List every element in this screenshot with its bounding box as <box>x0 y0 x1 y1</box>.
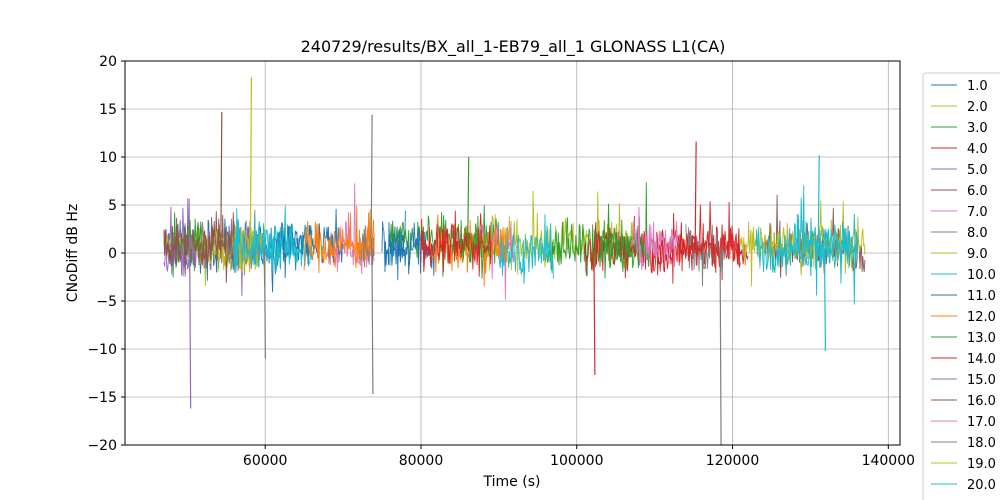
legend-entry-label: 1.0 <box>967 79 988 94</box>
legend-entry-label: 15.0 <box>967 373 996 388</box>
legend-box <box>922 72 1000 500</box>
legend-entry-label: 8.0 <box>967 226 988 241</box>
y-tick-label: 5 <box>108 198 117 214</box>
y-tick-label: −15 <box>87 390 117 406</box>
spike-4.0 <box>694 141 697 249</box>
legend-entry-label: 5.0 <box>967 163 988 178</box>
x-tick-label: 60000 <box>243 453 288 469</box>
y-tick-label: −20 <box>87 438 117 454</box>
x-tick-label: 80000 <box>399 453 444 469</box>
series-line-14.0 <box>420 210 492 277</box>
spike-9.0 <box>249 77 253 249</box>
y-tick-label: 15 <box>99 102 117 118</box>
legend-entry-label: 14.0 <box>967 352 996 367</box>
series-line-16.0 <box>163 217 235 283</box>
y-tick-label: −5 <box>96 294 117 310</box>
spike-18.0 <box>263 248 267 359</box>
series-line-20.0 <box>233 205 297 273</box>
legend: 1.0 2.0 3.0 4.0 5.0 6.0 7.0 8.0 9.0 10.0 11.0 12.0 1… <box>922 72 1000 500</box>
spike-6.0 <box>220 111 223 249</box>
legend-entry-label: 3.0 <box>967 121 988 136</box>
legend-entry-label: 9.0 <box>967 247 988 262</box>
legend-entry-label: 6.0 <box>967 184 988 199</box>
legend-entry-label: 13.0 <box>967 331 996 346</box>
legend-entry-label: 4.0 <box>967 142 988 157</box>
y-tick-label: −10 <box>87 342 117 358</box>
legend-entry-label: 2.0 <box>967 100 988 115</box>
legend-entry-label: 17.0 <box>967 415 996 430</box>
series-line-10.0 <box>249 223 313 270</box>
legend-entry-label: 18.0 <box>967 436 996 451</box>
legend-entry-label: 12.0 <box>967 310 996 325</box>
series-line-17.0 <box>630 206 679 271</box>
y-axis: −20 −15 −10 −5 0 5 10 15 20 <box>87 54 125 454</box>
legend-entry-label: 16.0 <box>967 394 996 409</box>
x-tick-label: 120000 <box>706 453 759 469</box>
chart-title: 240729/results/BX_all_1-EB79_all_1 GLONA… <box>301 37 726 57</box>
y-tick-label: 20 <box>99 54 117 70</box>
legend-entry-label: 19.0 <box>967 457 996 472</box>
spike-3.0 <box>467 156 470 249</box>
legend-entry-label: 7.0 <box>967 205 988 220</box>
series-line-9.0 <box>163 221 258 286</box>
spike-8.0 <box>371 248 374 395</box>
legend-entry-label: 20.0 <box>967 478 996 493</box>
x-tick-label: 100000 <box>550 453 603 469</box>
y-axis-label: CNoDiff dB Hz <box>65 204 81 302</box>
series-line-13.0 <box>599 182 656 279</box>
legend-entry-label: 11.0 <box>967 289 996 304</box>
spike-8.0 <box>370 114 373 249</box>
x-tick-label: 140000 <box>862 453 915 469</box>
spike-4.0 <box>593 248 596 375</box>
spike-15.0 <box>189 248 192 409</box>
series-line-7.0 <box>327 183 375 275</box>
spike-8.0 <box>719 248 722 446</box>
spike-10.0 <box>823 248 827 351</box>
y-tick-label: 0 <box>108 246 117 262</box>
spike-10.0 <box>817 155 820 249</box>
y-tick-label: 10 <box>99 150 117 166</box>
series-line-20.0 <box>755 185 858 305</box>
legend-entry-label: 10.0 <box>967 268 996 283</box>
series-layer <box>163 77 866 446</box>
series-line-12.0 <box>303 205 375 274</box>
series-line-10.0 <box>498 214 554 284</box>
x-axis: 60000 80000 100000 120000 140000 <box>243 445 915 469</box>
series-line-18.0 <box>225 224 266 276</box>
x-axis-label: Time (s) <box>483 474 541 490</box>
series-line-11.0 <box>272 208 344 265</box>
